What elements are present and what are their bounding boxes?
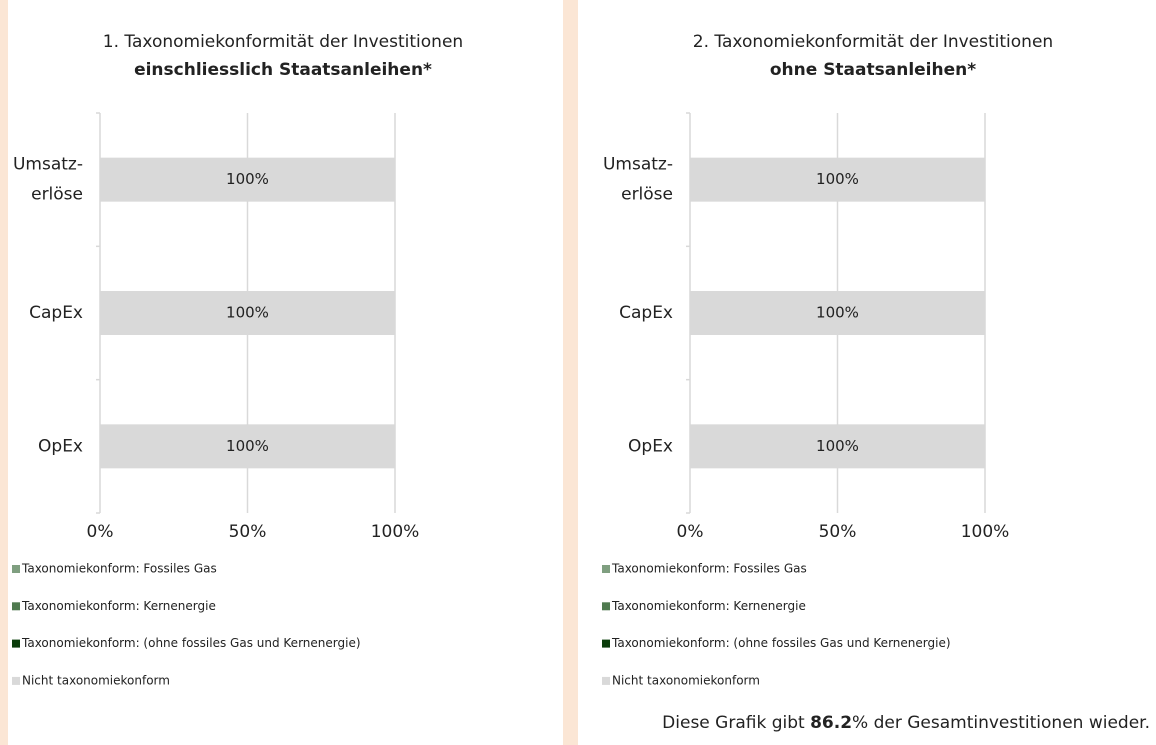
legend-label: Nicht taxonomiekonform — [612, 673, 760, 687]
legend-swatch — [602, 602, 610, 611]
y-tick-label: Umsatz-erlöse — [13, 155, 83, 205]
legend-label: Taxonomiekonform: Fossiles Gas — [611, 562, 807, 576]
value-label: 100% — [816, 437, 859, 455]
chart-subtitle: ohne Staatsanleihen* — [770, 60, 976, 80]
legend-label: Taxonomiekonform: (ohne fossiles Gas und… — [611, 636, 951, 650]
x-tick-label: 100% — [961, 522, 1010, 542]
y-tick-label: CapEx — [619, 303, 673, 323]
legend-label: Taxonomiekonform: Kernenergie — [611, 599, 806, 613]
legend-swatch — [602, 676, 610, 685]
value-label: 100% — [226, 437, 269, 455]
panel — [8, 0, 563, 745]
panel — [578, 0, 1156, 745]
legend-swatch — [602, 565, 610, 573]
x-tick-label: 50% — [819, 522, 857, 542]
chart-subtitle: einschliesslich Staatsanleihen* — [134, 60, 432, 80]
legend-label: Nicht taxonomiekonform — [22, 673, 170, 687]
footnote-text: % der Gesamtinvestitionen wieder. — [852, 713, 1150, 733]
value-label: 100% — [226, 170, 269, 188]
y-tick-label: Umsatz-erlöse — [603, 155, 673, 205]
bar-segment — [690, 157, 985, 202]
legend-label: Taxonomiekonform: (ohne fossiles Gas und… — [21, 636, 361, 650]
legend-label: Taxonomiekonform: Kernenergie — [21, 599, 216, 613]
chart-title: 2. Taxonomiekonformität der Investitione… — [693, 32, 1053, 52]
y-tick-label: OpEx — [628, 436, 673, 456]
y-tick-label: OpEx — [38, 436, 83, 456]
legend-swatch — [12, 639, 20, 648]
x-tick-label: 50% — [229, 522, 267, 542]
legend-swatch — [602, 639, 610, 648]
legend-label: Taxonomiekonform: Fossiles Gas — [21, 562, 217, 576]
legend-swatch — [12, 602, 20, 611]
legend-swatch — [12, 676, 20, 685]
bar-segment — [100, 291, 395, 335]
bar-segment — [690, 424, 985, 469]
legend-swatch — [12, 565, 20, 573]
bar-segment — [100, 424, 395, 469]
value-label: 100% — [816, 170, 859, 188]
footnote-text: Diese Grafik gibt — [662, 713, 810, 733]
value-label: 100% — [226, 304, 269, 322]
x-tick-label: 0% — [677, 522, 704, 542]
x-tick-label: 0% — [87, 522, 114, 542]
value-label: 100% — [816, 304, 859, 322]
x-tick-label: 100% — [371, 522, 420, 542]
footnote-value: 86.2 — [810, 713, 852, 733]
y-tick-label: CapEx — [29, 303, 83, 323]
footnote: Diese Grafik gibt 86.2% der Gesamtinvest… — [662, 713, 1150, 733]
bar-segment — [100, 157, 395, 202]
chart-title: 1. Taxonomiekonformität der Investitione… — [103, 32, 463, 52]
bar-segment — [690, 291, 985, 335]
